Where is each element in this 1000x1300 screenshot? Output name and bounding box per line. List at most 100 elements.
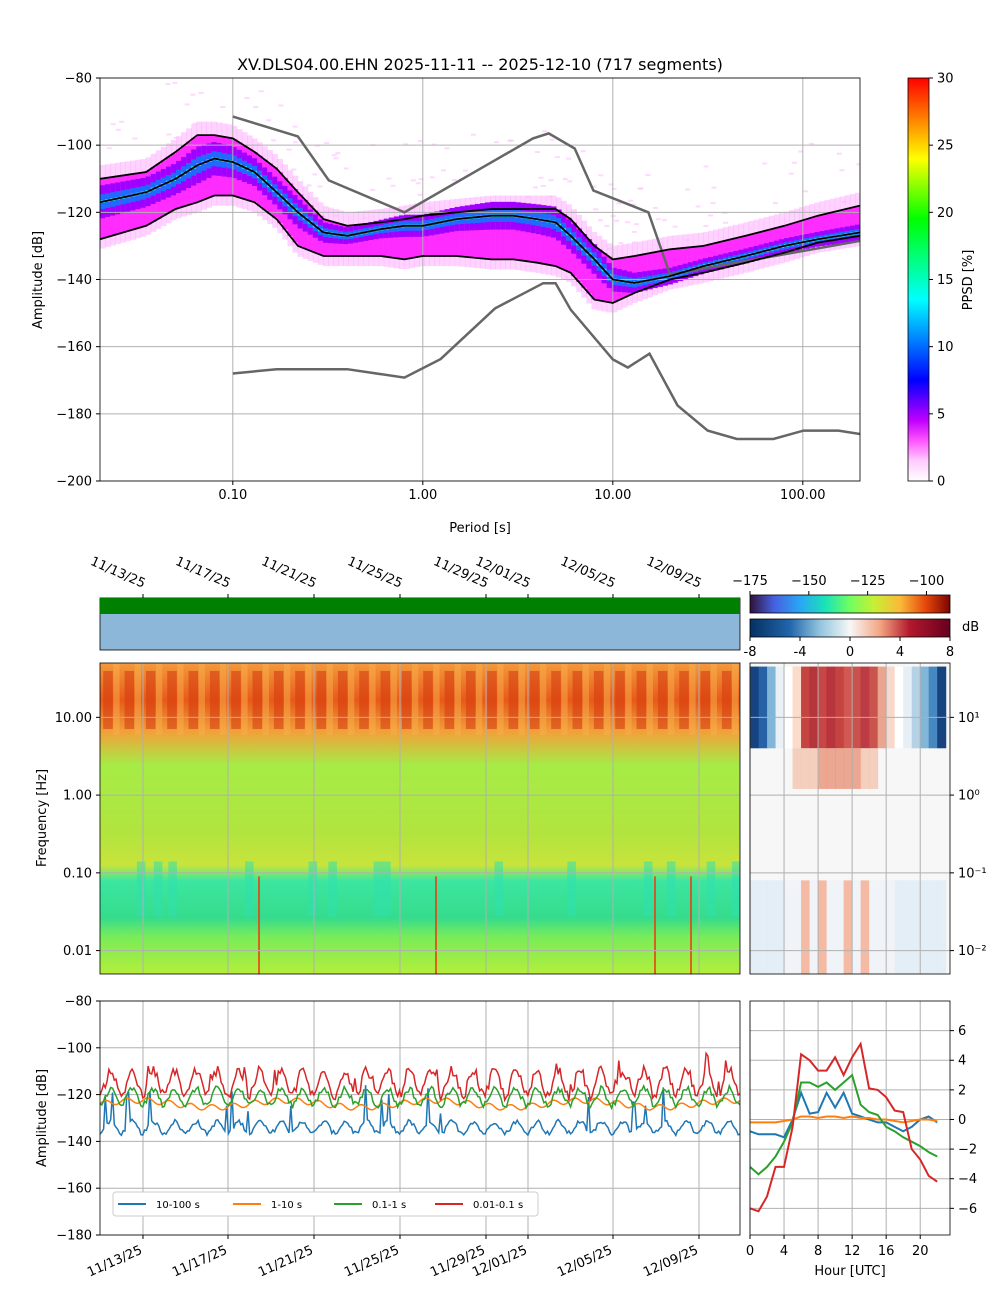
spectrogram-daytime-stripe <box>657 671 668 729</box>
ppsd-band <box>530 208 537 263</box>
diurnal-cell-low <box>911 880 921 974</box>
ppsd-outlier <box>312 173 318 176</box>
ppsd-band <box>454 212 461 257</box>
band-diurnal-panel: −6 −4 −2 0 2 4 6 0 4 8 12 16 20 <box>746 1000 977 1259</box>
spectrogram-day-stripes <box>103 663 740 974</box>
series-01-1s <box>100 1083 740 1111</box>
date-label-bottom: 12/09/25 <box>641 1243 700 1280</box>
diurnal-ytick-label: 10⁻² <box>958 944 987 959</box>
ppsd-outlier <box>220 105 226 108</box>
ppsd-xtick-label: 10.00 <box>594 488 631 503</box>
ppsd-xlabel: Period [s] <box>449 521 511 536</box>
spectrogram-daytime-stripe <box>551 671 561 729</box>
ppsd-outlier <box>630 203 636 206</box>
spectrogram-daytime-stripe <box>252 671 263 729</box>
diurnal-cell-high <box>903 666 913 749</box>
timeseries-ytick-label: −180 <box>56 1229 92 1244</box>
ppsd-band <box>459 211 466 257</box>
legend-label: 0.01-0.1 s <box>473 1200 523 1211</box>
diurnal-cell-low <box>809 880 819 974</box>
band-diurnal-xtick-label: 12 <box>844 1244 861 1259</box>
diurnal-cell-low <box>937 880 947 974</box>
date-label-top: 11/25/25 <box>345 554 404 591</box>
spectrogram-night-stripe <box>454 663 461 735</box>
diurnal-cell-low <box>775 880 785 974</box>
ppsd-outlier <box>638 187 644 190</box>
diurnal-cell-low <box>826 880 836 974</box>
spectrogram-microseism <box>153 861 163 917</box>
band-diurnal-xtick-label: 0 <box>746 1244 754 1259</box>
spectrogram-frame <box>99 662 741 975</box>
ppsd-outlier <box>418 178 424 181</box>
diurnal-cell-high <box>911 666 921 749</box>
spectrogram-night-stripe <box>219 663 227 735</box>
ppsd-outlier <box>286 148 292 151</box>
ppsd-outlier <box>645 173 651 176</box>
ppsd-outlier <box>343 167 349 170</box>
spectrogram-daytime-stripe <box>444 671 455 729</box>
ppsd-outlier <box>549 138 555 141</box>
ppsd-band <box>429 214 435 256</box>
spectrogram-daytime-stripe <box>593 671 604 729</box>
ppsd-outlier <box>652 206 658 209</box>
ppsd-ytick-label: −180 <box>56 407 92 422</box>
ppsd-ytick-label: −160 <box>56 340 92 355</box>
band-diurnal-ytick-label: 0 <box>958 1113 966 1128</box>
spectrogram-colorbar <box>749 594 951 614</box>
spectrogram-daytime-stripe <box>679 671 689 729</box>
ppsd-band <box>388 220 395 258</box>
ppsd-outlier <box>230 65 235 67</box>
ppsd-outlier <box>403 143 409 146</box>
spectrogram-night-stripe <box>134 663 141 735</box>
ppsd-outlier <box>244 97 250 100</box>
timeseries-ytick-label: −120 <box>56 1088 92 1103</box>
ppsd-band <box>520 208 527 261</box>
legend-label: 10-100 s <box>156 1200 200 1211</box>
diurnal-cell-high <box>758 666 768 749</box>
diurnal-cell-high <box>826 666 836 749</box>
spectrogram-daytime-stripe <box>188 671 199 729</box>
diurnal-colorbar-tick-label: 0 <box>846 645 854 660</box>
band-diurnal-xtick-label: 16 <box>878 1244 895 1259</box>
date-label-bottom: 11/21/25 <box>256 1243 315 1280</box>
ppsd-outlier <box>606 247 612 250</box>
spectrogram-transient <box>435 876 437 974</box>
ppsd-outlier <box>618 242 624 245</box>
ppsd-outlier <box>333 214 339 217</box>
spectrogram-transient <box>258 876 260 974</box>
date-label-bottom: 11/13/25 <box>85 1243 144 1280</box>
ppsd-band <box>692 246 699 275</box>
band-diurnal-xtick-label: 4 <box>780 1244 788 1259</box>
ppsd-outlier <box>415 182 421 185</box>
diurnal-cell-low <box>792 880 802 974</box>
spectrogram-microseism <box>308 861 318 917</box>
ppsd-band <box>819 214 826 242</box>
diurnal-colorbar-tick-label: -4 <box>794 645 807 660</box>
ppsd-outlier <box>604 224 610 227</box>
ppsd-outlier <box>192 122 198 125</box>
ppsd-band <box>449 212 456 256</box>
diurnal-cell-high <box>792 666 802 749</box>
diurnal-ytick-label: 10⁰ <box>958 789 980 804</box>
spectrogram-night-stripe <box>177 663 184 735</box>
band-diurnal-xtick-label: 8 <box>814 1244 822 1259</box>
diurnal-cell-mid <box>809 748 819 789</box>
diurnal-cell-high <box>775 666 785 749</box>
timeseries-ylabel: Amplitude [dB] <box>35 1069 50 1167</box>
diurnal-cell-high <box>784 666 794 749</box>
spectrogram-microseism <box>245 861 254 917</box>
ppsd-outlier <box>788 172 794 175</box>
diurnal-cell-low <box>801 880 811 974</box>
ppsd-band <box>378 222 385 257</box>
diurnal-cell-high <box>818 666 828 749</box>
ppsd-outlier <box>580 150 586 153</box>
spectrogram-night-stripe <box>262 663 269 735</box>
diurnal-cell-mid <box>860 748 870 789</box>
diurnal-cell-high <box>835 666 845 749</box>
spectrogram-night-stripe <box>603 663 611 735</box>
legend-box <box>112 1191 539 1217</box>
spectrogram-microseism <box>731 861 740 917</box>
spectrogram-night-stripe <box>155 663 163 735</box>
spectrogram-transient <box>690 876 692 974</box>
band-diurnal-ytick-label: 4 <box>958 1054 966 1069</box>
